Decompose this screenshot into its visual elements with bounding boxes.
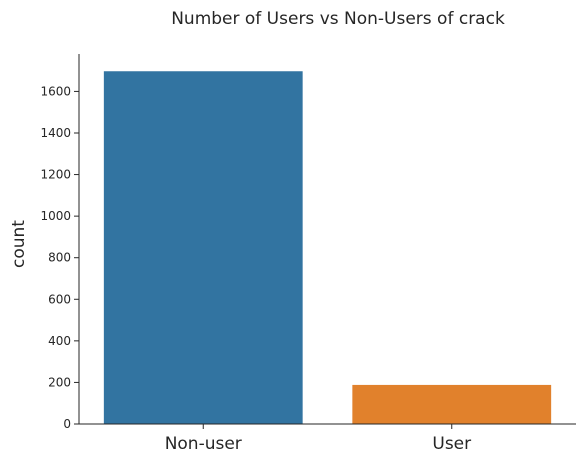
y-tick-label: 1600 [40,84,71,98]
bars-group [103,71,552,424]
y-tick-label: 800 [48,251,71,265]
y-tick-label: 400 [48,334,71,348]
x-tick-label: User [432,434,471,454]
x-tick-label: Non-user [165,434,242,454]
y-tick-label: 1000 [40,209,71,223]
y-tick-label: 1400 [40,126,71,140]
y-tick-label: 200 [48,375,71,389]
y-tick-label: 600 [48,292,71,306]
chart-title: Number of Users vs Non-Users of crack [171,9,505,29]
y-tick-label: 0 [63,417,71,431]
y-ticks-group: 0 200 400 600 800 1000 1200 1400 1600 [40,84,79,431]
x-ticks-group: Non-user User [165,424,471,454]
bar-non-user [103,71,303,424]
y-axis-label: count [9,220,29,268]
y-tick-label: 1200 [40,168,71,182]
bar-user [352,384,552,424]
